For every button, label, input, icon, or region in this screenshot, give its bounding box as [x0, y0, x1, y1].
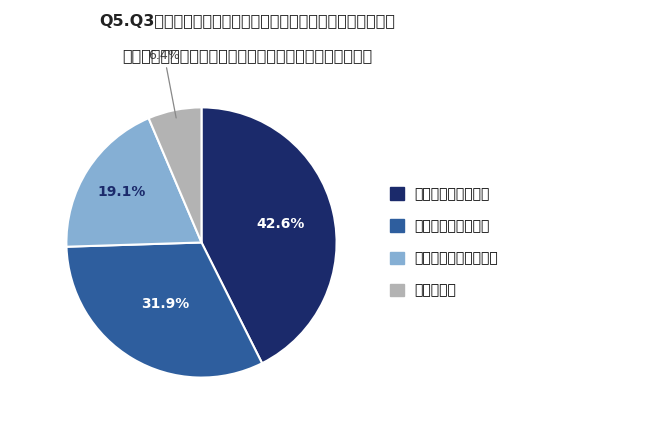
Text: Q5.Q3で「電子発行している」と回答した方にお聞きします。: Q5.Q3で「電子発行している」と回答した方にお聞きします。 [99, 13, 395, 28]
Text: 6.4%: 6.4% [148, 49, 180, 118]
Wedge shape [202, 107, 337, 363]
Wedge shape [66, 242, 262, 378]
Text: 42.6%: 42.6% [256, 217, 305, 231]
Wedge shape [66, 118, 202, 247]
Text: 19.1%: 19.1% [98, 184, 146, 199]
Wedge shape [149, 107, 202, 242]
Text: それらの書類にはタイムスタンプが付与されていますか。: それらの書類にはタイムスタンプが付与されていますか。 [122, 48, 372, 63]
Legend: 全て付与されている, 一部付与されている, 全て付与されていない, 分からない: 全て付与されている, 一部付与されている, 全て付与されていない, 分からない [384, 182, 504, 303]
Text: 31.9%: 31.9% [141, 297, 189, 311]
